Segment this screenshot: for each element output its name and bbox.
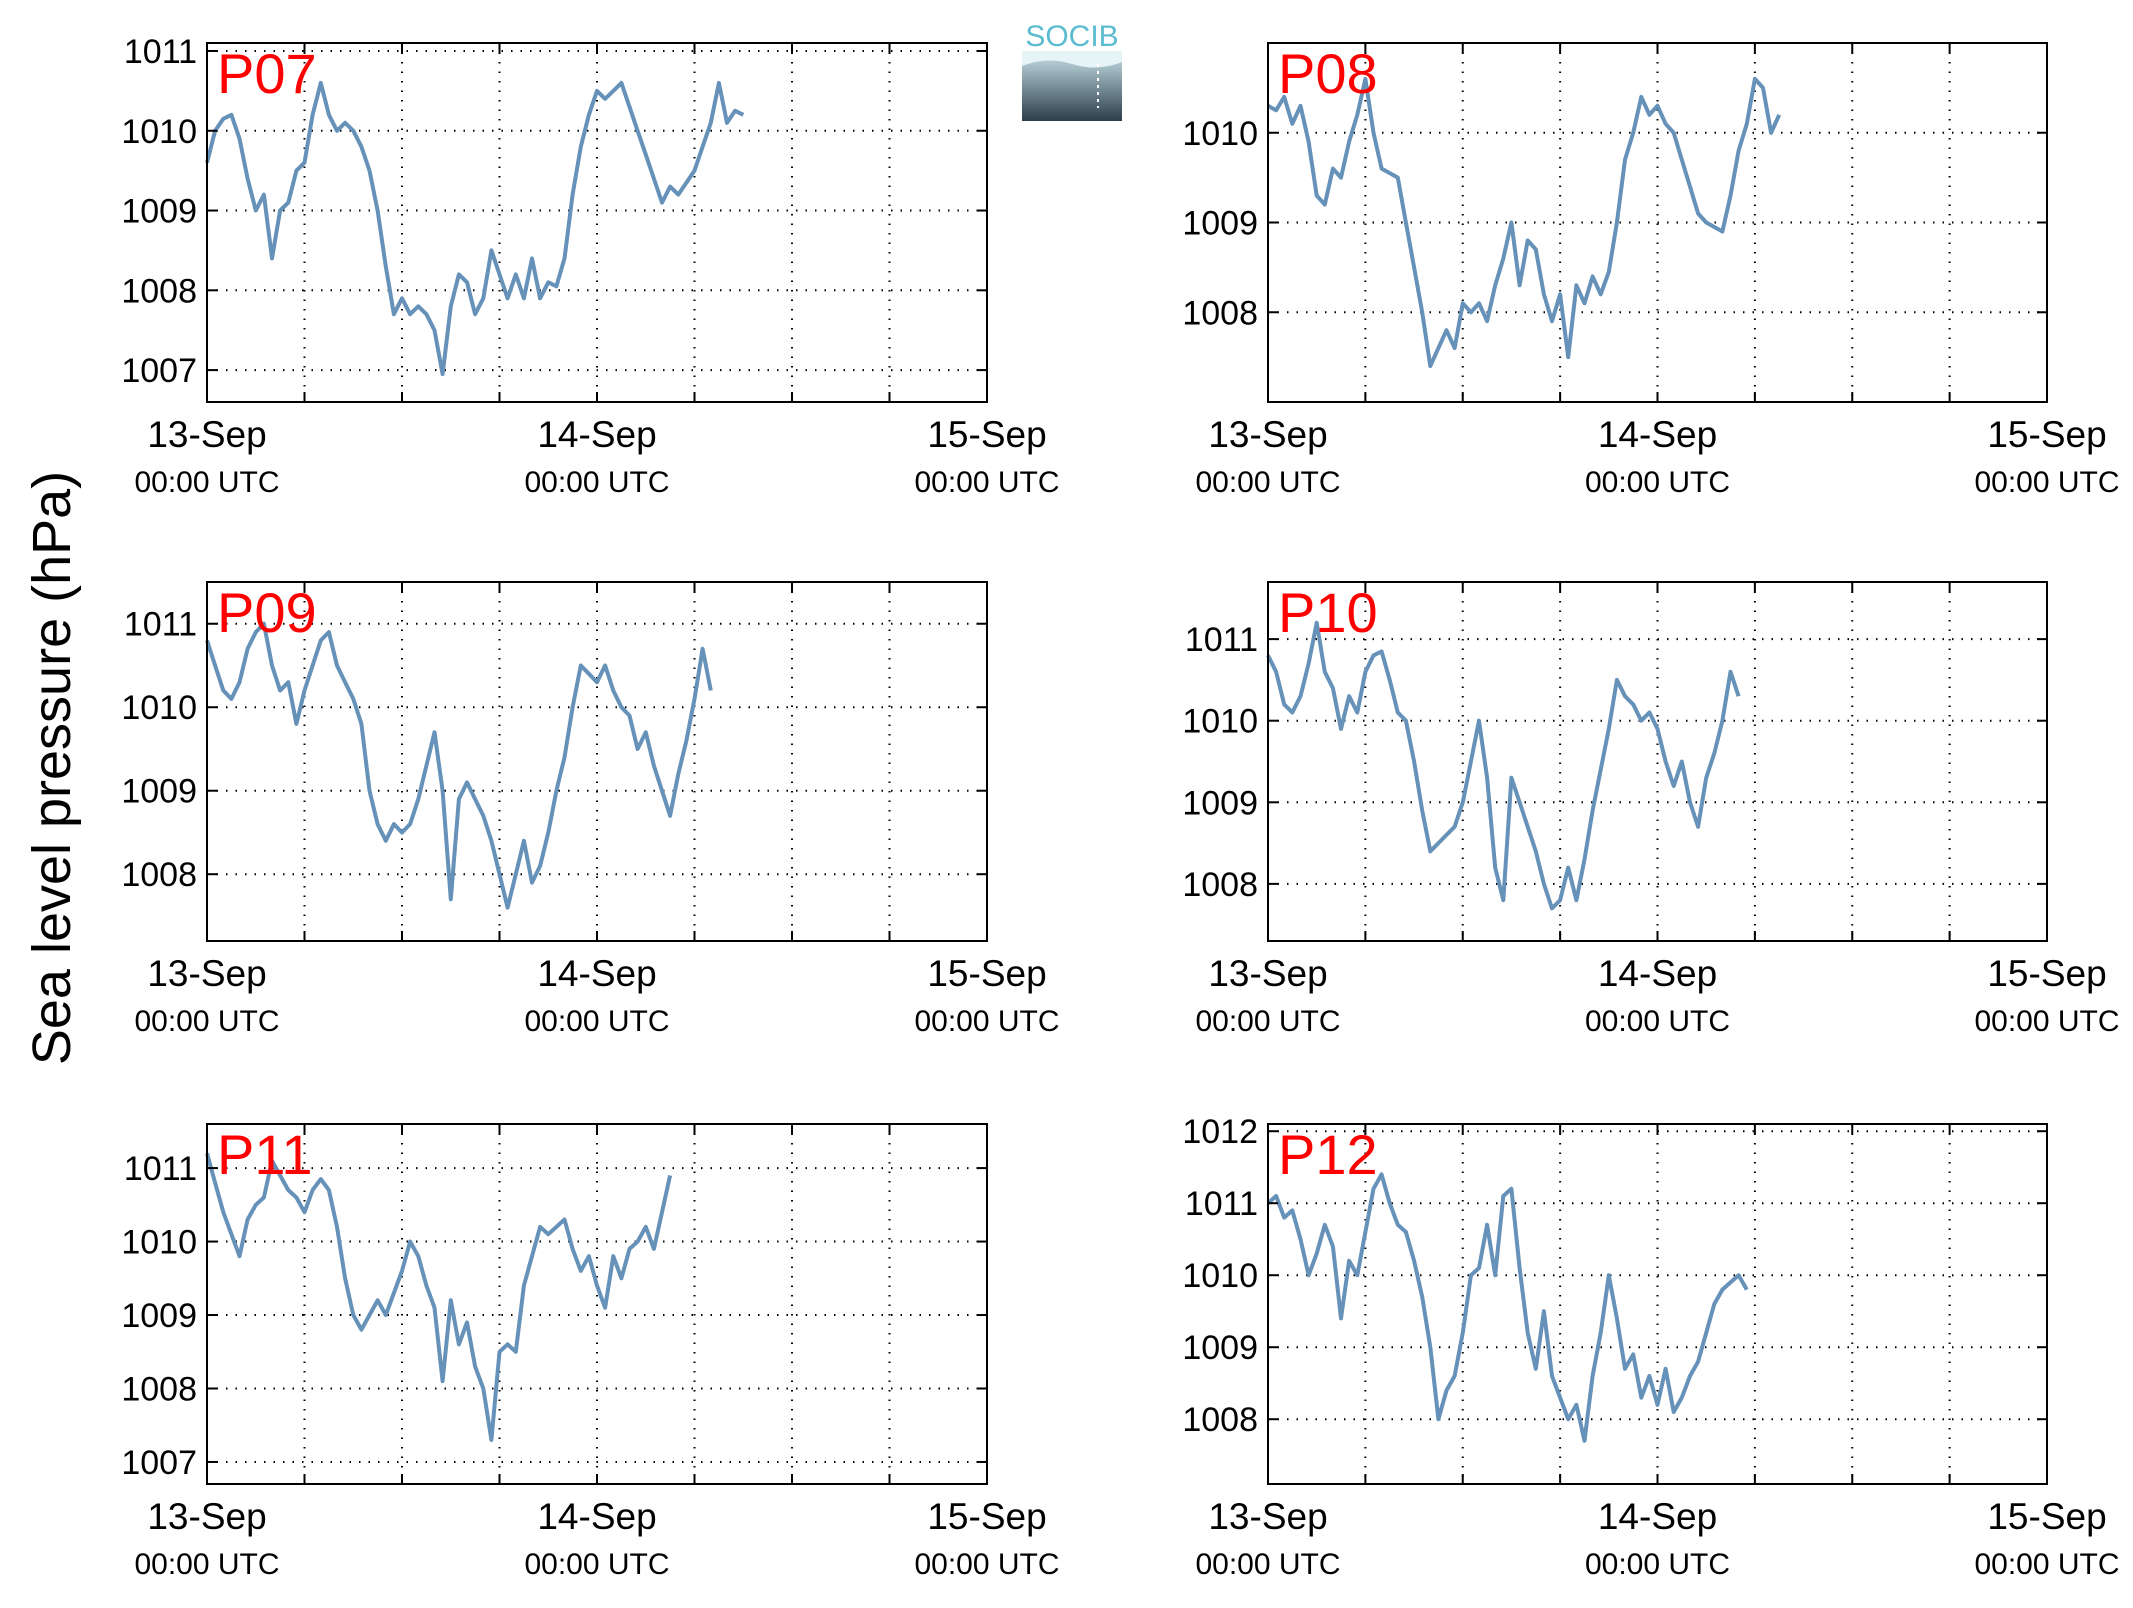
x-tick-date-label: 13-Sep [147, 414, 266, 455]
x-tick-date-label: 13-Sep [1208, 414, 1327, 455]
socib-logo: SOCIB [1022, 16, 1122, 121]
x-tick-date-label: 14-Sep [537, 953, 656, 994]
x-tick-date-label: 15-Sep [927, 953, 1046, 994]
x-tick-time-label: 00:00 UTC [1974, 1548, 2119, 1581]
y-tick-label: 1007 [121, 352, 197, 390]
panel-label: P10 [1278, 581, 1378, 644]
pressure-series-line [1266, 620, 1741, 911]
panel-p10: 1008 1009 1010 1011 13-Sep 00:00 UTC 14-Sep 00:… [1182, 581, 2120, 1038]
y-tick-label: 1009 [121, 1297, 197, 1335]
panel-p12: 1008 1009 1010 1011 1012 13-Sep 00:00 UTC 14-Se… [1182, 1113, 2119, 1581]
x-tick-time-label: 00:00 UTC [134, 466, 279, 499]
y-tick-label: 1008 [1182, 866, 1258, 904]
y-tick-label: 1011 [124, 33, 197, 71]
x-tick-date-label: 15-Sep [927, 414, 1046, 455]
x-tick-time-label: 00:00 UTC [1195, 1005, 1340, 1038]
y-tick-label: 1008 [121, 856, 197, 894]
y-tick-label: 1007 [121, 1444, 197, 1482]
y-tick-label: 1011 [1185, 1185, 1258, 1223]
panel-p07: 1007 1008 1009 1010 1011 13-Sep 00:00 UTC 14-Se… [121, 33, 1059, 499]
x-tick-date-label: 13-Sep [147, 1496, 266, 1537]
x-tick-time-label: 00:00 UTC [1195, 466, 1340, 499]
y-tick-label: 1011 [124, 606, 197, 644]
x-tick-time-label: 00:00 UTC [134, 1005, 279, 1038]
y-tick-label: 1010 [1182, 1257, 1258, 1295]
pressure-series-line [1266, 1172, 1749, 1443]
x-tick-time-label: 00:00 UTC [1974, 1005, 2119, 1038]
x-tick-time-label: 00:00 UTC [1585, 1005, 1730, 1038]
x-tick-date-label: 14-Sep [1598, 414, 1717, 455]
x-tick-time-label: 00:00 UTC [1974, 466, 2119, 499]
x-tick-time-label: 00:00 UTC [134, 1548, 279, 1581]
y-tick-label: 1008 [1182, 294, 1258, 332]
x-tick-time-label: 00:00 UTC [524, 1548, 669, 1581]
x-tick-date-label: 13-Sep [1208, 1496, 1327, 1537]
x-tick-date-label: 13-Sep [1208, 953, 1327, 994]
socib-logo-text: SOCIB [1025, 20, 1118, 53]
y-tick-label: 1011 [1185, 621, 1258, 659]
y-tick-label: 1012 [1182, 1113, 1258, 1151]
y-tick-label: 1009 [1182, 784, 1258, 822]
y-tick-label: 1010 [1182, 703, 1258, 741]
y-tick-label: 1009 [121, 773, 197, 811]
x-tick-date-label: 13-Sep [147, 953, 266, 994]
axes-frame [206, 1123, 988, 1485]
x-tick-date-label: 15-Sep [1987, 953, 2106, 994]
x-tick-time-label: 00:00 UTC [524, 466, 669, 499]
x-tick-date-label: 14-Sep [537, 414, 656, 455]
pressure-series-line [205, 1152, 673, 1442]
x-tick-time-label: 00:00 UTC [914, 466, 1059, 499]
x-tick-time-label: 00:00 UTC [914, 1548, 1059, 1581]
panel-p08: 1008 1009 1010 13-Sep 00:00 UTC 14-Sep 00:00 U… [1182, 42, 2120, 499]
panel-p11: 1007 1008 1009 1010 1011 13-Sep 00:00 UTC 14-Se… [121, 1123, 1060, 1581]
pressure-series-line [205, 621, 713, 910]
pressure-series-line [1267, 76, 1782, 369]
y-tick-label: 1010 [1182, 115, 1258, 153]
y-tick-label: 1010 [121, 1224, 197, 1262]
x-tick-time-label: 00:00 UTC [524, 1005, 669, 1038]
x-tick-date-label: 15-Sep [1987, 414, 2106, 455]
panel-label: P12 [1278, 1123, 1378, 1186]
y-tick-label: 1009 [1182, 205, 1258, 243]
y-tick-label: 1008 [121, 272, 197, 310]
x-tick-date-label: 14-Sep [1598, 1496, 1717, 1537]
x-tick-date-label: 14-Sep [1598, 953, 1717, 994]
panel-p09: 1008 1009 1010 1011 13-Sep 00:00 UTC 14-Sep 00:… [121, 581, 1060, 1038]
x-tick-time-label: 00:00 UTC [1585, 1548, 1730, 1581]
panel-label: P08 [1278, 42, 1378, 105]
x-tick-time-label: 00:00 UTC [1585, 466, 1730, 499]
x-tick-date-label: 15-Sep [927, 1496, 1046, 1537]
y-tick-label: 1010 [121, 689, 197, 727]
y-tick-label: 1011 [124, 1150, 197, 1188]
axes-frame [1267, 1123, 2048, 1485]
panels: 1007 1008 1009 1010 1011 13-Sep 00:00 UTC 14-Se… [121, 33, 2119, 1581]
pressure-series-line [205, 80, 745, 377]
panel-label: P09 [217, 581, 317, 644]
y-axis-label: Sea level pressure (hPa) [22, 471, 82, 1065]
y-tick-label: 1009 [1182, 1329, 1258, 1367]
x-tick-time-label: 00:00 UTC [914, 1005, 1059, 1038]
y-tick-label: 1010 [121, 113, 197, 151]
x-tick-date-label: 15-Sep [1987, 1496, 2106, 1537]
panel-label: P11 [217, 1123, 312, 1186]
x-tick-time-label: 00:00 UTC [1195, 1548, 1340, 1581]
x-tick-date-label: 14-Sep [537, 1496, 656, 1537]
panel-label: P07 [217, 42, 317, 105]
y-tick-label: 1008 [1182, 1401, 1258, 1439]
y-tick-label: 1008 [121, 1370, 197, 1408]
y-tick-label: 1009 [121, 193, 197, 231]
